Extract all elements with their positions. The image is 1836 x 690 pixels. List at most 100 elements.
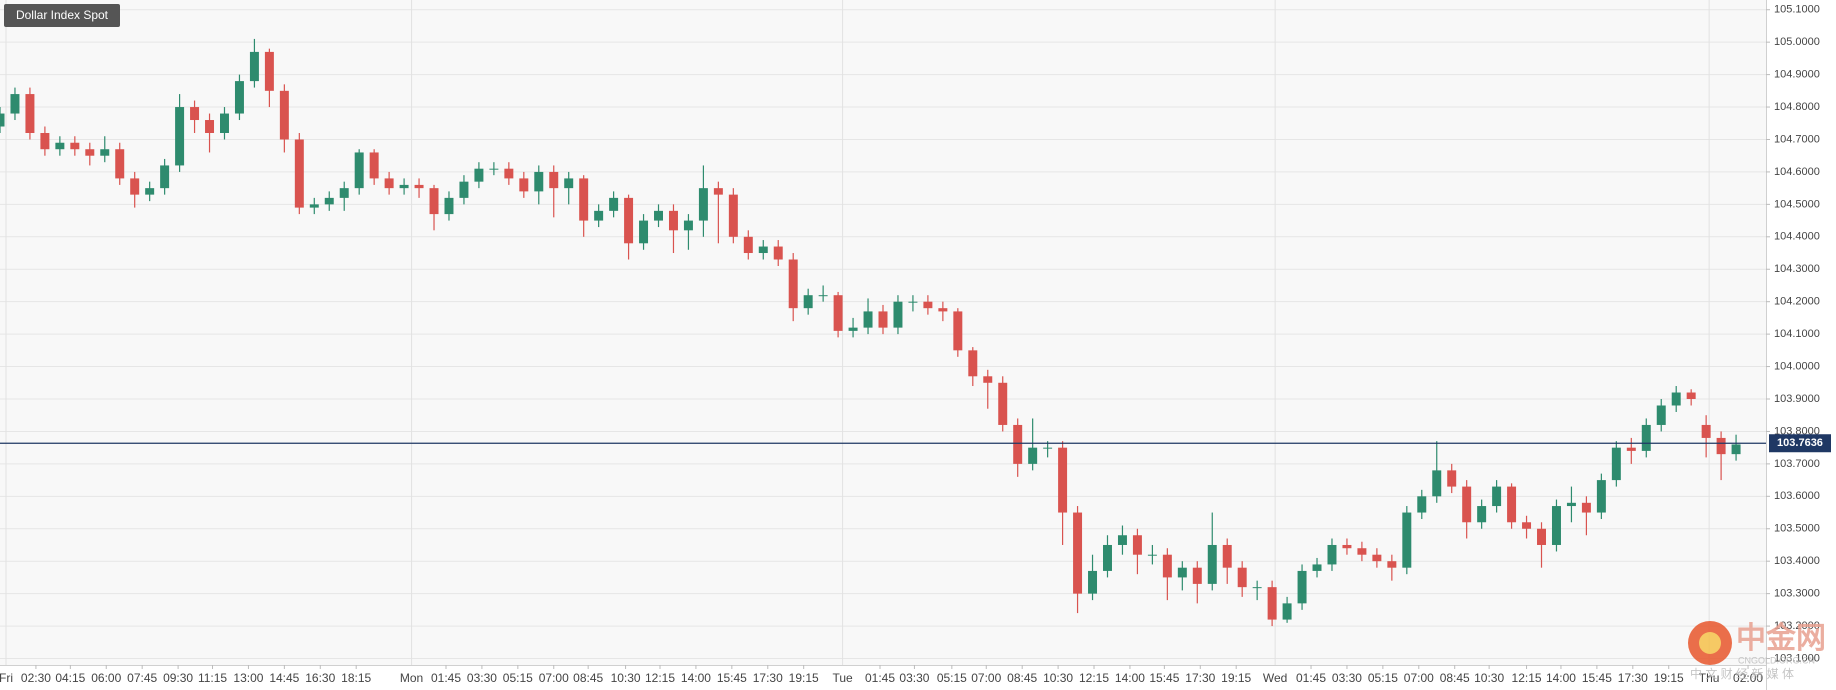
- candle-body: [205, 120, 215, 133]
- candle-body: [624, 197, 634, 244]
- x-tick-label: 01:45: [865, 671, 895, 685]
- candle-body: [923, 301, 933, 309]
- x-tick-label: 08:45: [1440, 671, 1470, 685]
- candle-body: [1342, 544, 1352, 549]
- candle-body: [519, 178, 529, 192]
- x-tick-label: 07:00: [1404, 671, 1434, 685]
- x-tick-label: 05:15: [503, 671, 533, 685]
- candle-body: [818, 295, 828, 297]
- candle-body: [190, 107, 200, 121]
- x-tick-label: 08:45: [573, 671, 603, 685]
- candle-body: [1507, 486, 1517, 523]
- title-background: [4, 4, 120, 27]
- last-price-box: [1769, 434, 1831, 453]
- candle-body: [85, 149, 95, 156]
- candle-body: [863, 311, 873, 328]
- candle-body: [234, 81, 244, 114]
- candle-body: [1147, 554, 1157, 556]
- candle-body: [758, 246, 768, 254]
- candle-body: [264, 51, 274, 91]
- candle-body: [1117, 535, 1127, 545]
- watermark-logo-inner: [1699, 632, 1721, 654]
- candle-body: [474, 168, 484, 182]
- x-tick-label: 14:00: [681, 671, 711, 685]
- x-tick-label: 07:45: [127, 671, 157, 685]
- candle-body: [1297, 570, 1307, 604]
- candle-body: [953, 311, 963, 351]
- x-tick-label: 15:45: [1149, 671, 1179, 685]
- candle-body: [115, 149, 125, 179]
- x-tick-label: 10:30: [1043, 671, 1073, 685]
- x-day-label: Wed: [1263, 671, 1287, 685]
- x-tick-label: 15:45: [717, 671, 747, 685]
- candle-body: [504, 168, 514, 179]
- y-tick-label: 105.0000: [1774, 36, 1820, 48]
- candle-body: [40, 133, 50, 150]
- candle-body: [579, 178, 589, 221]
- candle-body: [175, 107, 185, 166]
- candle-body: [938, 308, 948, 312]
- x-tick-label: 09:30: [163, 671, 193, 685]
- y-tick-label: 103.9000: [1774, 393, 1820, 405]
- y-tick-label: 104.9000: [1774, 69, 1820, 81]
- candle-body: [998, 382, 1008, 425]
- candle-body: [414, 184, 424, 189]
- candle-body: [594, 210, 604, 221]
- candle-body: [713, 188, 723, 195]
- x-tick-label: 10:30: [1474, 671, 1504, 685]
- x-tick-label: 01:45: [1296, 671, 1326, 685]
- candle-body: [654, 210, 663, 221]
- y-tick-label: 104.4000: [1774, 231, 1820, 243]
- candle-body: [1043, 447, 1053, 449]
- chart-title: Dollar Index Spot: [16, 8, 109, 22]
- candle-body: [1327, 544, 1337, 565]
- x-tick-label: 14:00: [1546, 671, 1576, 685]
- candle-body: [1282, 603, 1292, 620]
- candle-body: [279, 90, 289, 140]
- x-tick-label: 02:00: [1733, 671, 1763, 685]
- candle-body: [220, 113, 229, 133]
- candle-body: [309, 204, 319, 208]
- candle-body: [1357, 548, 1367, 555]
- candle-body: [1462, 486, 1472, 523]
- x-day-label: Tue: [832, 671, 853, 685]
- x-tick-label: 04:15: [55, 671, 85, 685]
- candle-body: [1177, 567, 1187, 578]
- candle-body: [1716, 437, 1726, 455]
- candle-body: [639, 220, 649, 244]
- candle-body: [459, 181, 469, 198]
- candle-body: [1611, 447, 1621, 481]
- candle-body: [1162, 554, 1172, 578]
- x-tick-label: 17:30: [753, 671, 783, 685]
- candle-body: [968, 350, 978, 377]
- x-tick-label: 12:15: [645, 671, 675, 685]
- candle-body: [130, 178, 140, 195]
- x-tick-label: 17:30: [1618, 671, 1648, 685]
- y-tick-label: 104.1000: [1774, 328, 1820, 340]
- candle-body: [384, 178, 394, 189]
- y-tick-label: 103.5000: [1774, 523, 1820, 535]
- x-tick-label: 03:30: [467, 671, 497, 685]
- candle-body: [10, 94, 20, 114]
- watermark-name: 中金网: [1736, 621, 1826, 655]
- candle-body: [1551, 506, 1561, 545]
- candle-body: [429, 188, 439, 215]
- candle-body: [1686, 392, 1696, 399]
- candle-body: [444, 197, 454, 215]
- y-tick-label: 104.7000: [1774, 133, 1820, 145]
- x-tick-label: 17:30: [1185, 671, 1215, 685]
- candle-body: [1192, 567, 1202, 584]
- y-tick-label: 103.7000: [1774, 458, 1820, 470]
- y-tick-label: 104.6000: [1774, 166, 1820, 178]
- candle-body: [833, 295, 843, 331]
- x-tick-label: 12:15: [1079, 671, 1109, 685]
- x-tick-label: 01:45: [431, 671, 461, 685]
- x-tick-label: 05:15: [1368, 671, 1398, 685]
- y-tick-label: 105.1000: [1774, 4, 1820, 16]
- x-tick-label: 19:15: [1221, 671, 1251, 685]
- candle-body: [1596, 480, 1606, 513]
- candle-body: [893, 301, 903, 328]
- candle-body: [1237, 567, 1247, 588]
- candle-body: [249, 51, 259, 82]
